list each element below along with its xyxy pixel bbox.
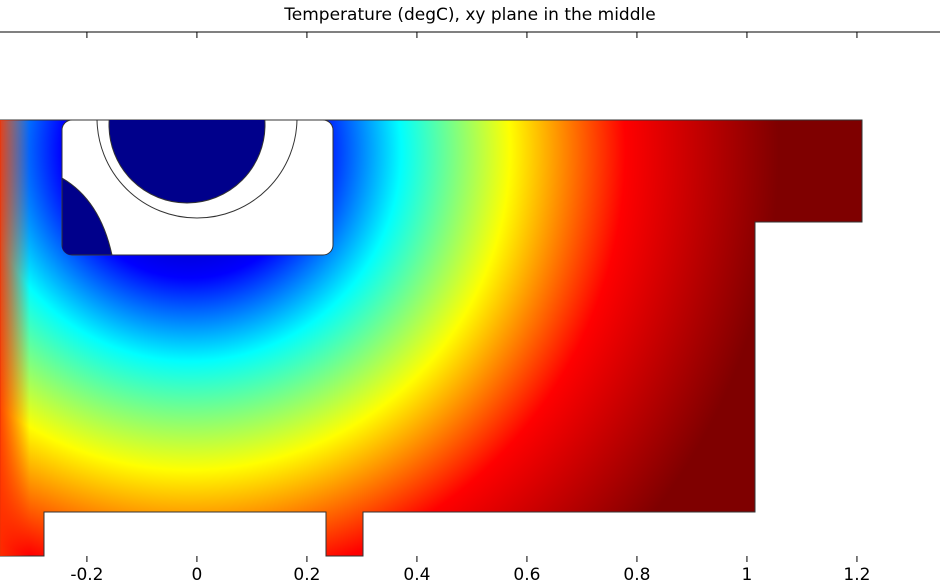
box-interior [62, 120, 298, 255]
x-tick-label: 0.6 [513, 565, 540, 585]
x-tick-label: 1.2 [843, 565, 870, 585]
temperature-field [0, 119, 863, 557]
x-tick-label: 0.2 [293, 565, 320, 585]
core [108, 120, 266, 204]
x-tick-label: 1 [742, 565, 753, 585]
x-tick-label: -0.2 [70, 565, 103, 585]
x-tick-label: 0.8 [623, 565, 650, 585]
chart-title: Temperature (degC), xy plane in the midd… [283, 5, 655, 25]
ring [96, 120, 298, 219]
hot-edge [0, 120, 30, 556]
corner-region [62, 177, 113, 255]
x-tick-label: 0 [191, 565, 202, 585]
x-tick-label: 0.4 [403, 565, 430, 585]
